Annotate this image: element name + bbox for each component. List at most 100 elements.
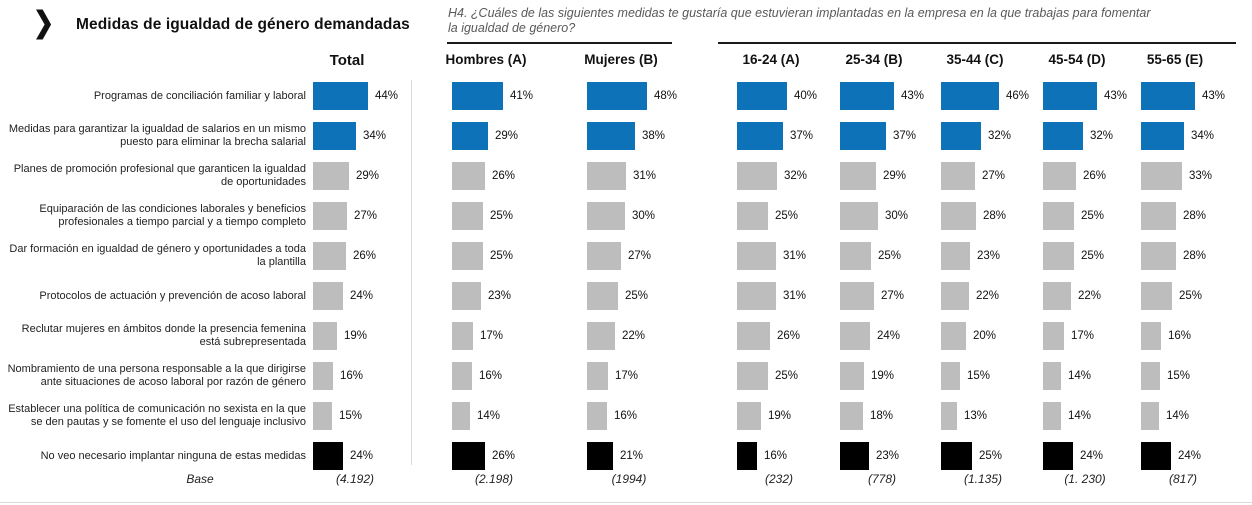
base-value: (2.198) — [474, 472, 514, 486]
bar-value: 46% — [1006, 90, 1030, 102]
bar — [941, 322, 966, 350]
bar-cell: 29% — [313, 162, 379, 190]
bar — [587, 82, 647, 110]
bar — [313, 362, 333, 390]
page-title: Medidas de igualdad de género demandadas — [76, 16, 410, 33]
bar-value: 25% — [878, 250, 902, 262]
bar-value: 31% — [783, 250, 807, 262]
bar-cell: 14% — [1141, 402, 1189, 430]
bar-value: 24% — [877, 330, 901, 342]
bar-value: 31% — [633, 170, 657, 182]
bar-value: 14% — [1068, 410, 1092, 422]
bar-cell: 27% — [587, 242, 651, 270]
bar-value: 28% — [1183, 250, 1207, 262]
bar-cell: 14% — [452, 402, 500, 430]
bar — [1141, 282, 1172, 310]
chart-row: Planes de promoción profesional que gara… — [0, 156, 1252, 196]
bar — [587, 162, 626, 190]
bar — [1043, 202, 1074, 230]
bar-value: 37% — [790, 130, 814, 142]
bar-cell: 31% — [587, 162, 656, 190]
bar-cell: 33% — [1141, 162, 1212, 190]
bar-cell: 24% — [1141, 442, 1201, 470]
base-label: Base — [186, 472, 214, 486]
chart-row: Medidas para garantizar la igualdad de s… — [0, 116, 1252, 156]
bar — [941, 202, 976, 230]
bar-value: 48% — [654, 90, 678, 102]
bar-cell: 29% — [452, 122, 518, 150]
chart-row: Reclutar mujeres en ámbitos donde la pre… — [0, 316, 1252, 356]
bar-value: 16% — [614, 410, 638, 422]
bar — [840, 282, 874, 310]
bar-cell: 28% — [1141, 242, 1206, 270]
bar — [737, 282, 776, 310]
bar-cell: 43% — [1141, 82, 1225, 110]
bar — [587, 402, 607, 430]
bar — [452, 242, 483, 270]
bar-value: 26% — [492, 450, 516, 462]
bar-value: 32% — [1090, 130, 1114, 142]
bar-cell: 25% — [1043, 202, 1104, 230]
bar — [737, 82, 787, 110]
chart-row: Nombramiento de una persona responsable … — [0, 356, 1252, 396]
bar-value: 27% — [881, 290, 905, 302]
column-header: Total — [329, 52, 365, 69]
bar — [587, 122, 635, 150]
bar-value: 40% — [794, 90, 818, 102]
bar-value: 27% — [982, 170, 1006, 182]
bar-value: 17% — [1071, 330, 1095, 342]
chart-row: Establecer una política de comunicación … — [0, 396, 1252, 436]
bar-value: 43% — [901, 90, 925, 102]
bar-cell: 30% — [587, 202, 655, 230]
bar — [737, 362, 768, 390]
row-label: Reclutar mujeres en ámbitos donde la pre… — [21, 323, 306, 348]
bar-cell: 19% — [737, 402, 791, 430]
bar-cell: 16% — [587, 402, 637, 430]
survey-question-text: H4. ¿Cuáles de las siguientes medidas te… — [448, 6, 1151, 35]
base-value: (817) — [1168, 472, 1197, 486]
bar-value: 14% — [1068, 370, 1092, 382]
bar — [452, 402, 470, 430]
bar-value: 43% — [1202, 90, 1226, 102]
total-separator-line — [411, 80, 412, 465]
base-row: Base (4.192) (2.198) (1994) (232) (778) (1.13… — [0, 472, 1252, 492]
bar-value: 25% — [775, 370, 799, 382]
bar-cell: 15% — [941, 362, 990, 390]
bar — [941, 122, 981, 150]
bar — [840, 322, 870, 350]
bar-value: 24% — [350, 450, 374, 462]
bar-cell: 34% — [1141, 122, 1214, 150]
bar — [313, 442, 343, 470]
base-value: (778) — [867, 472, 896, 486]
bar — [313, 322, 337, 350]
bar-cell: 28% — [941, 202, 1006, 230]
bar — [587, 442, 613, 470]
bar-cell: 24% — [1043, 442, 1103, 470]
bar-cell: 26% — [452, 442, 515, 470]
bar-cell: 22% — [941, 282, 999, 310]
bar-value: 24% — [350, 290, 374, 302]
bar — [452, 282, 481, 310]
bar-cell: 27% — [840, 282, 904, 310]
bar-cell: 26% — [313, 242, 376, 270]
bar — [587, 202, 625, 230]
bar-value: 23% — [876, 450, 900, 462]
chart-row: Protocolos de actuación y prevención de … — [0, 276, 1252, 316]
bar-cell: 31% — [737, 242, 806, 270]
row-label: Dar formación en igualdad de género y op… — [9, 243, 306, 268]
bar-cell: 34% — [313, 122, 386, 150]
bar — [840, 242, 871, 270]
bar — [840, 122, 886, 150]
bar-cell: 20% — [941, 322, 996, 350]
bar — [313, 122, 356, 150]
bar-cell: 25% — [1043, 242, 1104, 270]
base-value: (4.192) — [335, 472, 375, 486]
bar-value: 25% — [1081, 250, 1105, 262]
bar-cell: 23% — [941, 242, 1000, 270]
bar-cell: 24% — [840, 322, 900, 350]
bar-value: 44% — [375, 90, 399, 102]
row-label: Protocolos de actuación y prevención de … — [39, 289, 306, 302]
bar-value: 16% — [1168, 330, 1192, 342]
bar — [313, 282, 343, 310]
